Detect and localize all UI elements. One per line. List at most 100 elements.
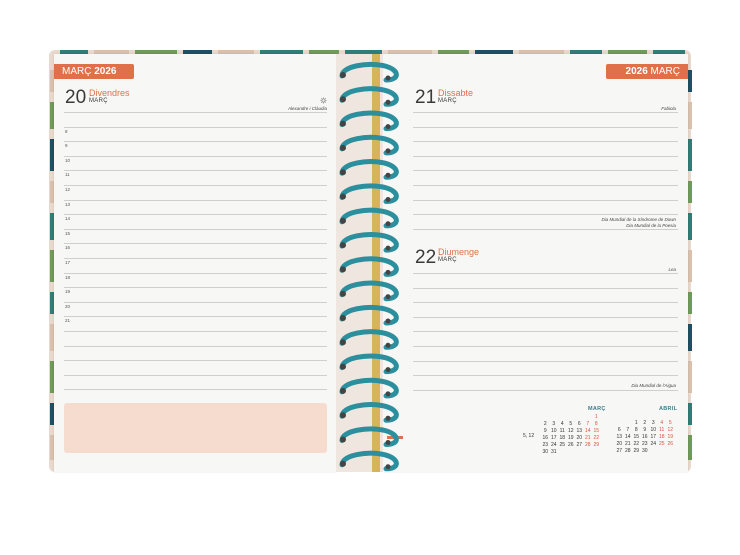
calendar-day: 6 xyxy=(577,421,581,427)
schedule-line xyxy=(64,170,327,172)
hour-label: 15 xyxy=(65,230,71,236)
schedule-line xyxy=(64,272,327,274)
calendar-day: 16 xyxy=(542,435,549,441)
spiral-ring xyxy=(339,402,399,423)
cover-side-stripe xyxy=(50,70,54,92)
cover-stripe xyxy=(218,50,254,54)
gear-icon xyxy=(320,91,327,104)
calendar-day: 24 xyxy=(650,441,657,447)
hour-label: 13 xyxy=(65,201,71,207)
spiral-ring xyxy=(339,256,399,277)
calendar-day: 20 xyxy=(616,441,623,447)
calendar-week-row: 9 10 11 12 13 14 15 xyxy=(541,428,601,434)
day1-note: Fabiola xyxy=(661,106,676,111)
calendar-day: 30 xyxy=(641,448,648,454)
cover-side-stripe xyxy=(688,181,692,203)
calendar-day: 21 xyxy=(584,435,591,441)
hour-label: 9 xyxy=(65,143,68,149)
spiral-ring xyxy=(339,304,399,326)
hour-label: 19 xyxy=(65,289,71,295)
spiral-ring xyxy=(339,61,399,83)
spine-edge xyxy=(372,54,380,472)
cover-side-stripe xyxy=(50,403,54,425)
left-page-month-tab: MARÇ 2026 xyxy=(54,64,134,79)
schedule-line xyxy=(64,228,327,230)
calendar-day: 29 xyxy=(633,448,640,454)
calendar-day: 5 xyxy=(569,421,573,427)
mini-calendar-april-title: ABRIL xyxy=(659,406,678,412)
calendar-day: 19 xyxy=(667,434,674,440)
hour-label: 11 xyxy=(65,172,70,178)
cover-side-stripe xyxy=(50,250,54,282)
calendar-day: 19 xyxy=(567,435,574,441)
day2-number: 22 xyxy=(415,247,437,268)
calendar-day: 15 xyxy=(593,428,600,434)
calendar-day: 9 xyxy=(543,428,547,434)
calendar-day: 26 xyxy=(667,441,674,447)
day2-event-1: Dia Mundial de l'Aigua xyxy=(631,383,676,388)
hour-label: 12 xyxy=(65,187,71,192)
calendar-day: 17 xyxy=(650,434,657,440)
cover-stripe xyxy=(570,50,602,54)
cover-stripe xyxy=(260,50,303,54)
calendar-day: 24 xyxy=(550,442,557,448)
schedule-line xyxy=(413,185,678,186)
cover-side-stripe xyxy=(688,102,692,129)
cover-side-stripe xyxy=(50,102,54,129)
left-page: MARÇ 2026 20 Divendres MARÇ Alexandre i … xyxy=(54,54,336,472)
calendar-day: 8 xyxy=(634,427,638,433)
schedule-line xyxy=(64,141,327,143)
schedule-line xyxy=(64,199,327,201)
spiral-ring xyxy=(339,450,399,472)
cover-stripe xyxy=(183,50,212,54)
cover-stripe xyxy=(519,50,564,54)
left-header-year: 2026 xyxy=(94,66,117,77)
cover-stripe xyxy=(438,50,469,54)
schedule-line xyxy=(64,301,327,303)
schedule-line xyxy=(413,360,678,362)
spiral-ring xyxy=(339,183,399,204)
calendar-day: 3 xyxy=(552,421,556,427)
calendar-week-row: 27 28 29 30 xyxy=(615,448,675,454)
cover-side-stripe xyxy=(688,292,692,314)
schedule-line xyxy=(64,316,327,318)
calendar-day: 18 xyxy=(559,435,566,441)
cover-stripe xyxy=(608,50,647,54)
calendar-day: 10 xyxy=(650,427,657,433)
cover-side-stripe xyxy=(688,250,692,282)
calendar-day: 27 xyxy=(576,442,583,448)
calendar-day: 26 xyxy=(567,442,574,448)
schedule-line xyxy=(413,316,678,318)
cover-side-stripe xyxy=(50,361,54,393)
calendar-day: 9 xyxy=(643,427,647,433)
cover-stripe xyxy=(135,50,177,54)
schedule-line xyxy=(413,331,678,333)
day1-name: Dissabte xyxy=(438,88,474,98)
calendar-day: 11 xyxy=(559,428,565,434)
calendar-day: 1 xyxy=(594,414,598,420)
day1-number: 21 xyxy=(415,87,437,108)
schedule-line xyxy=(64,243,327,245)
calendar-day: 23 xyxy=(641,441,648,447)
day1-month: MARÇ xyxy=(438,98,457,104)
calendar-day: 28 xyxy=(584,442,591,448)
day2-name: Diumenge xyxy=(438,247,480,257)
calendar-day: 22 xyxy=(633,441,640,447)
schedule-line xyxy=(413,389,678,391)
calendar-day: 6 xyxy=(617,427,621,433)
left-day-note: Alexandre i Clàudia xyxy=(287,106,327,111)
left-notes-box xyxy=(64,403,327,453)
schedule-line xyxy=(413,112,678,113)
day1-event-2: Dia Mundial de la Poesia xyxy=(626,223,676,228)
schedule-line xyxy=(64,112,327,113)
schedule-line xyxy=(64,331,327,332)
cover-stripe xyxy=(388,50,432,54)
right-header-month: MARÇ xyxy=(650,66,680,77)
right-page: 20 26 MARÇ 21 Dissabte MARÇ Fabiola Dia M… xyxy=(383,54,688,472)
cover-stripe xyxy=(653,50,685,54)
spiral-ring xyxy=(339,329,399,350)
calendar-day: 28 xyxy=(624,448,631,454)
